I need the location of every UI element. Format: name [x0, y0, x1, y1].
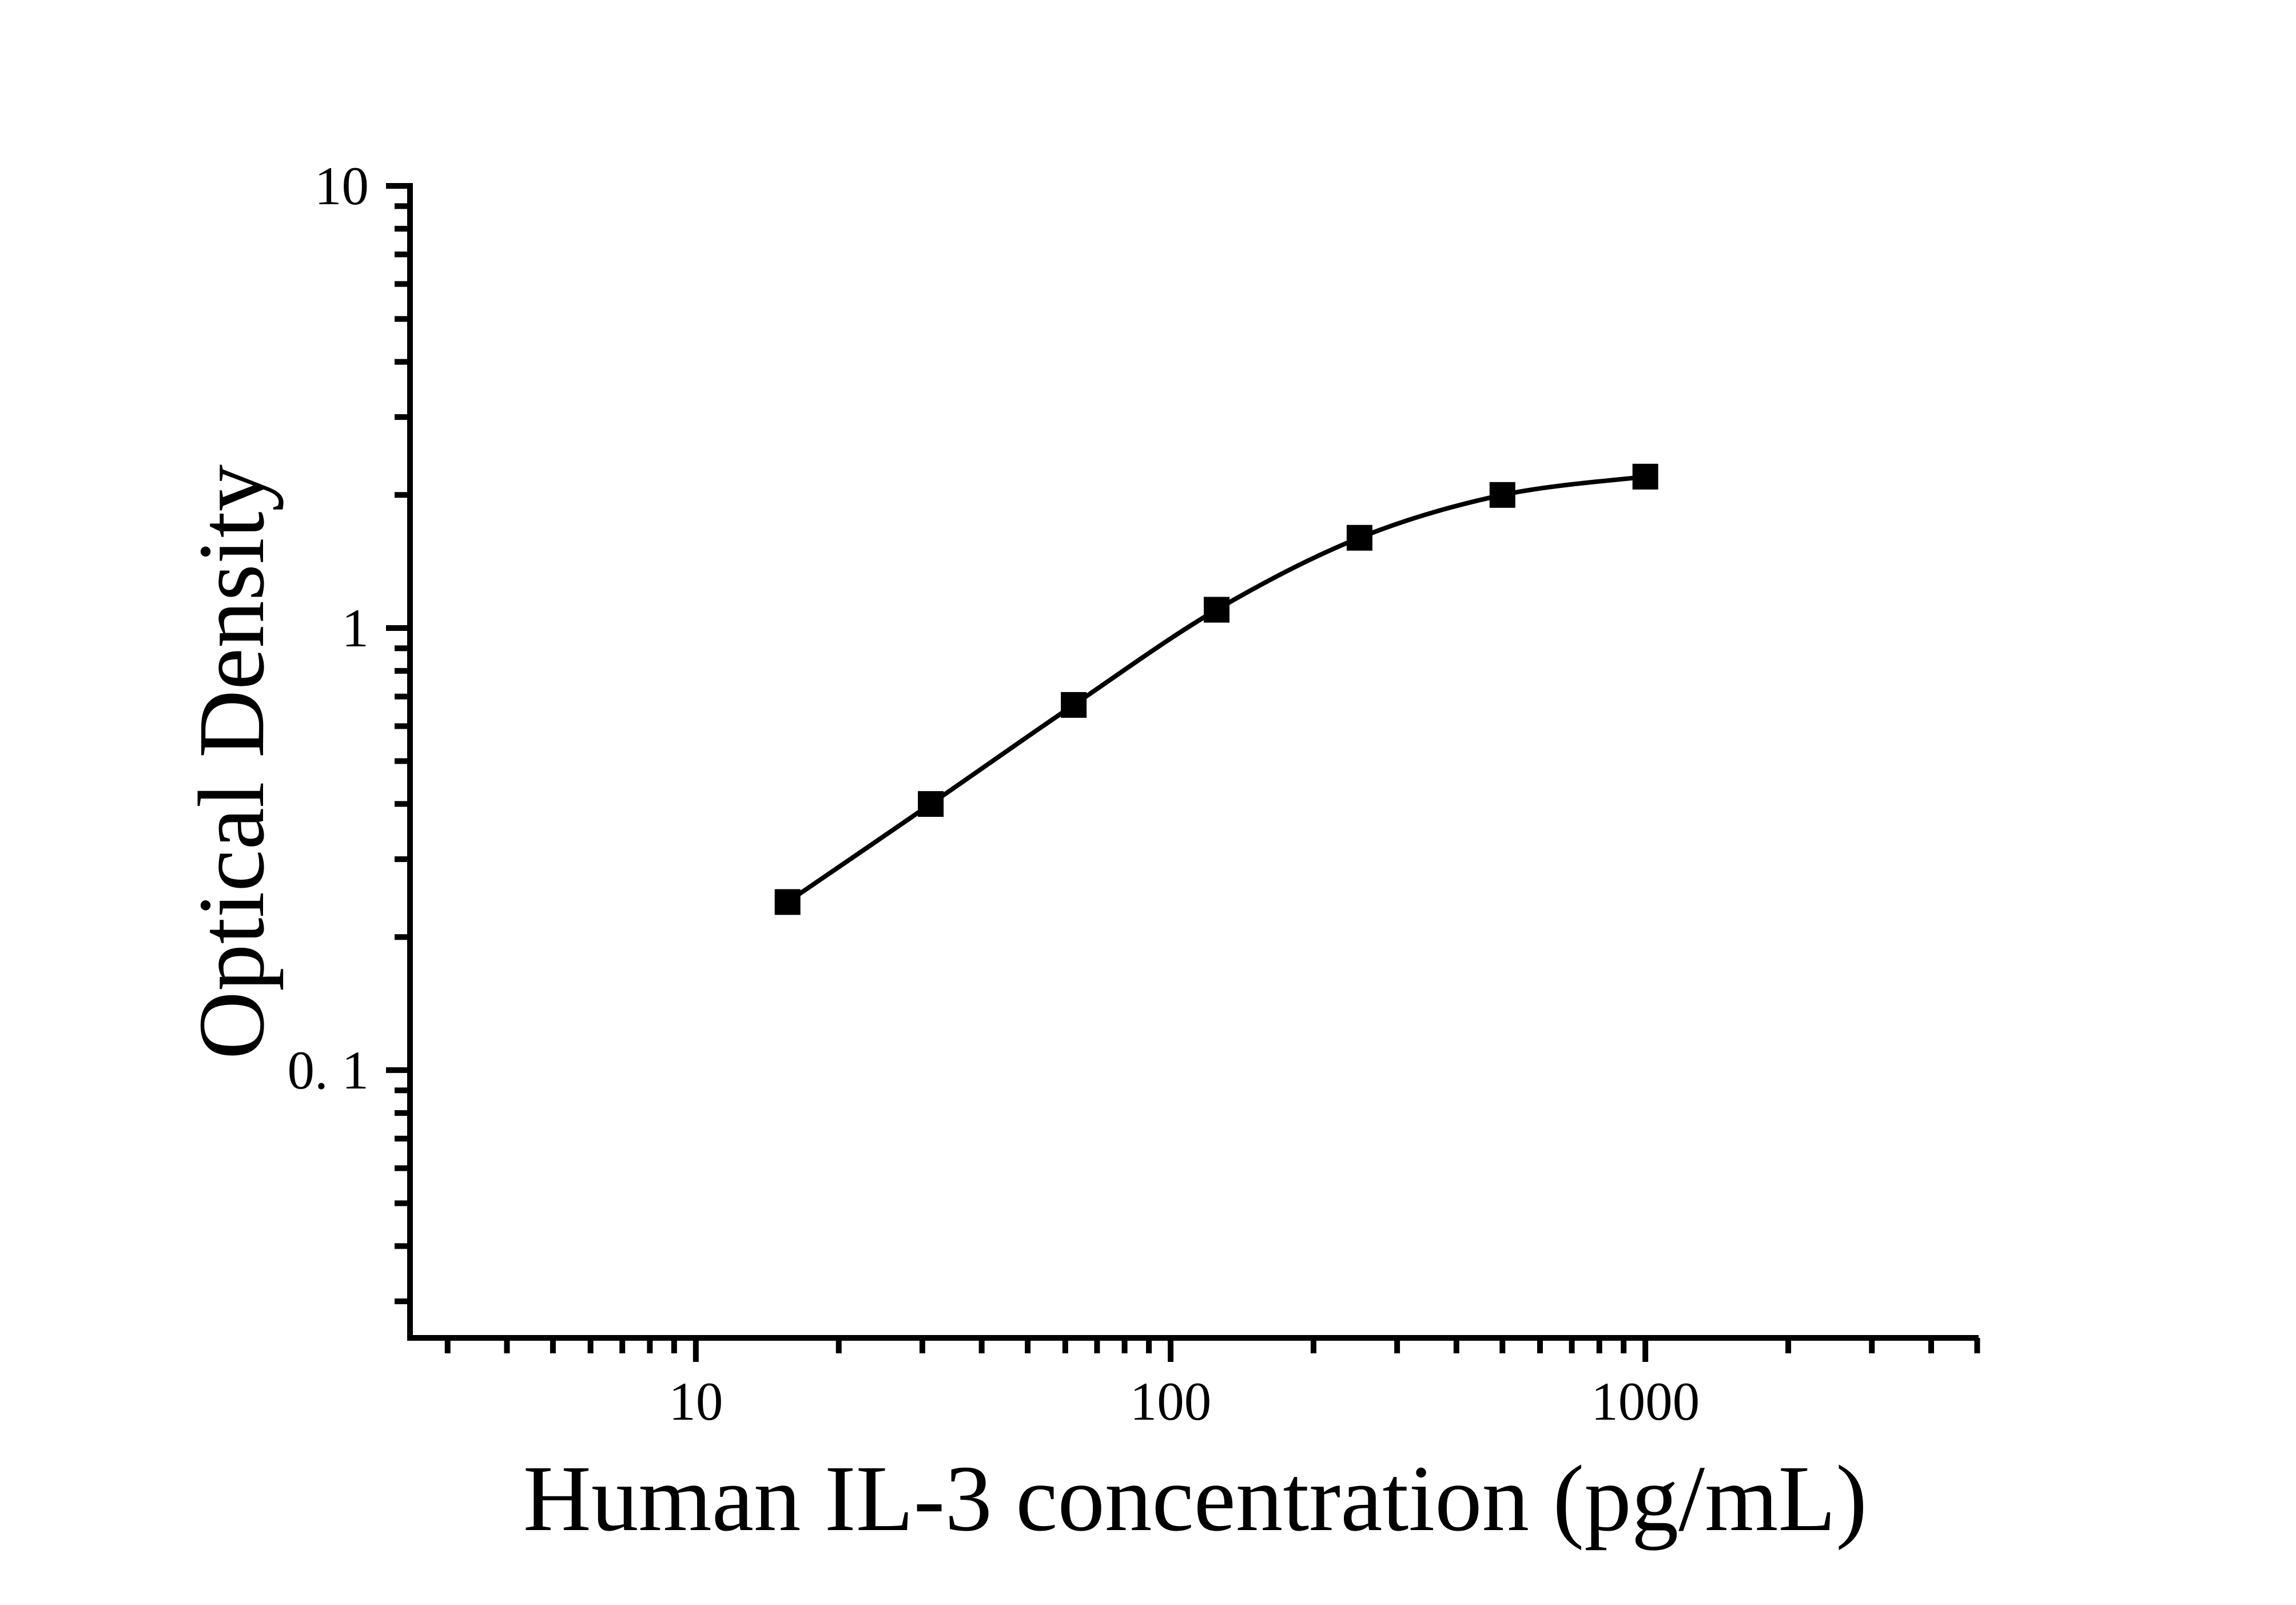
- axes-layer: 10 100 1000 10 1 0. 1: [288, 156, 1980, 1432]
- standard-curve-line: [786, 474, 1646, 904]
- data-point-marker: [918, 791, 944, 817]
- data-point-marker: [1346, 525, 1372, 551]
- data-point-marker: [1204, 597, 1229, 623]
- y-tick-label: 1: [342, 598, 369, 658]
- curve-layer: [774, 463, 1658, 915]
- x-tick-label: 10: [668, 1371, 723, 1432]
- y-axis-title: Optical Density: [179, 464, 284, 1059]
- x-tick-label: 100: [1130, 1371, 1212, 1432]
- x-axis-title: Human IL-3 concentration (pg/mL): [523, 1446, 1867, 1551]
- y-tick-label: 0. 1: [288, 1040, 369, 1101]
- data-point-marker: [1632, 463, 1658, 490]
- x-tick-label: 1000: [1591, 1371, 1700, 1432]
- data-point-marker: [1061, 692, 1087, 718]
- data-point-marker: [1489, 482, 1515, 508]
- y-tick-label: 10: [315, 156, 369, 216]
- data-point-marker: [774, 889, 801, 915]
